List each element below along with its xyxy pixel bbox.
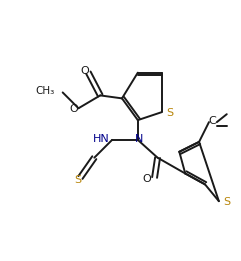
Text: S: S: [223, 197, 230, 207]
Text: CH₃: CH₃: [35, 86, 55, 97]
Text: C: C: [208, 116, 216, 126]
Text: HN: HN: [93, 134, 110, 144]
Text: S: S: [166, 108, 173, 118]
Text: O: O: [142, 174, 151, 185]
Text: O: O: [69, 104, 78, 114]
Text: S: S: [74, 175, 81, 185]
Text: O: O: [80, 66, 89, 76]
Text: N: N: [135, 134, 143, 144]
